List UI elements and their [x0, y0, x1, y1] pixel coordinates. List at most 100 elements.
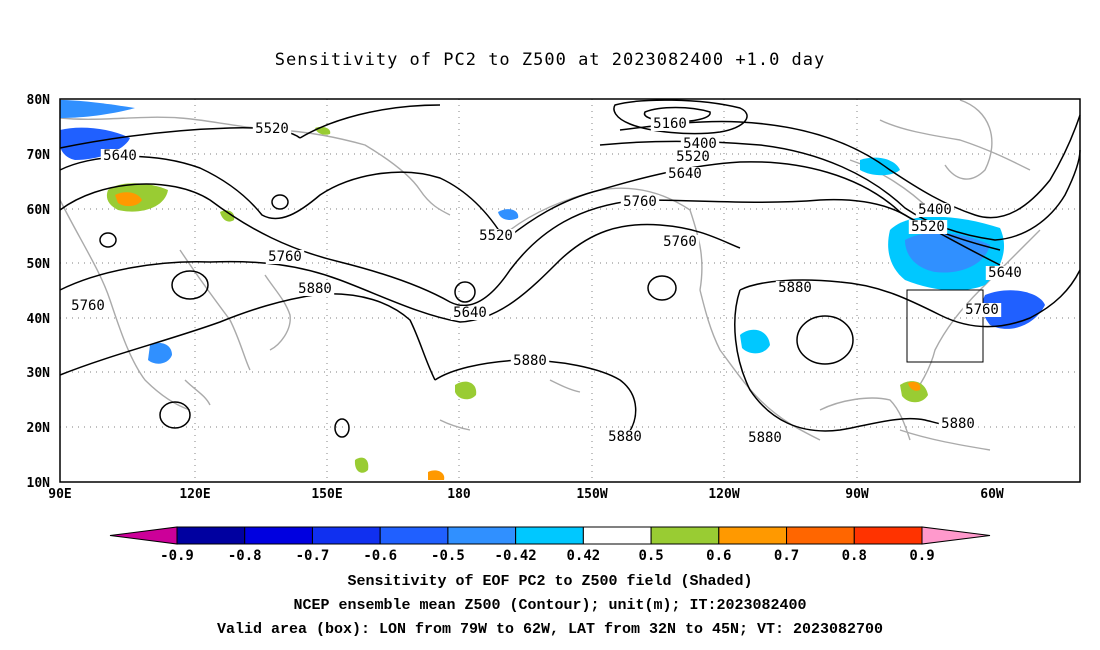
shade-pos-pacific-2: [354, 457, 369, 473]
colorbar-end-low: [109, 526, 178, 545]
contour-label-bg: [915, 203, 955, 217]
contour-label-bg: [605, 430, 645, 444]
lat-label: 10N: [27, 476, 51, 491]
contour-label: 5880: [941, 416, 975, 432]
footer-line-3: Valid area (box): LON from 79W to 62W, L…: [216, 621, 884, 638]
contour-label: 5880: [608, 429, 642, 445]
contour-label-bg: [252, 122, 292, 136]
contour-label-bg: [962, 303, 1002, 317]
colorbar-segment: [786, 526, 855, 545]
colorbar-label: -0.5: [431, 548, 465, 564]
colorbar-label: 0.7: [774, 548, 799, 564]
shade-pos-small-1: [220, 210, 235, 222]
shade-pos-pacific-1: [455, 381, 477, 400]
contour-small-2: [99, 232, 117, 248]
lon-label: 120E: [179, 487, 210, 502]
colorbar-label: -0.9: [160, 548, 194, 564]
colorbar-label: 0.5: [638, 548, 663, 564]
contour-5760-b: [59, 223, 741, 323]
longitude-labels: 90E 120E 150E 180 150W 120W 90W 60W: [48, 487, 1004, 502]
colorbar-segment: [311, 526, 381, 545]
contour-label: 5520: [911, 219, 945, 235]
lat-label: 50N: [27, 257, 51, 272]
shade-pos-caribbean-core: [908, 381, 921, 391]
contour-5640-a: [59, 155, 1001, 251]
colorbar-label: -0.7: [296, 548, 330, 564]
lat-label: 80N: [27, 93, 51, 108]
lon-label: 150E: [311, 487, 342, 502]
contour-5520-b: [299, 104, 441, 139]
colorbar-end-high: [921, 526, 991, 545]
colorbar-label: -0.8: [228, 548, 262, 564]
colorbar-segment: [650, 526, 720, 545]
contour-5880-c: [739, 269, 1081, 328]
colorbar-segment: [718, 526, 788, 545]
contour-label-bg: [68, 299, 108, 313]
shade-neg-westus: [740, 329, 770, 354]
contour-5880-b: [434, 359, 637, 439]
lat-label: 20N: [27, 421, 51, 436]
contour-label-bg: [908, 220, 948, 234]
colorbar-segment: [447, 526, 517, 545]
colorbar-segment: [244, 526, 313, 545]
contour-label-bg: [265, 250, 305, 264]
contour-label-bg: [985, 266, 1025, 280]
contour-5760-high: [647, 275, 677, 301]
contour-label: 5400: [918, 202, 952, 218]
contour-5160-low: [613, 99, 748, 135]
colorbar-segment: [176, 526, 246, 545]
colorbar-label: 0.9: [909, 548, 934, 564]
contour-small-1: [271, 194, 289, 210]
contour-label-bg: [650, 117, 690, 131]
valid-area-box: [906, 289, 984, 363]
colorbar: [109, 526, 991, 545]
contour-5760-asia: [171, 270, 209, 300]
shade-neg-east-2: [905, 232, 990, 273]
plot-title: Sensitivity of PC2 to Z500 at 2023082400…: [274, 50, 826, 70]
contour-label-bg: [620, 195, 660, 209]
contour-label-bg: [680, 137, 720, 151]
contour-label-bg: [660, 235, 700, 249]
contour-label: 5640: [453, 305, 487, 321]
shade-neg-philippines: [148, 342, 172, 364]
footer-line-1: Sensitivity of EOF PC2 to Z500 field (Sh…: [347, 573, 753, 590]
contour-label: 5640: [103, 148, 137, 164]
shade-neg-atlantic: [982, 290, 1045, 329]
contour-label: 5160: [653, 116, 687, 132]
colorbar-label: -0.42: [495, 548, 537, 564]
shade-pos-pacific-3: [428, 470, 445, 480]
lat-label: 30N: [27, 366, 51, 381]
contour-label: 5760: [965, 302, 999, 318]
contour-label: 5880: [513, 353, 547, 369]
contour-label: 5760: [268, 249, 302, 265]
contour-label: 5880: [778, 280, 812, 296]
contour-label-bg: [745, 431, 785, 445]
map-gridlines: [60, 99, 1080, 482]
contour-5640-cutoff: [454, 281, 476, 303]
colorbar-label: 0.6: [706, 548, 731, 564]
contour-small-4: [334, 418, 350, 438]
shade-neg-pacific: [498, 209, 519, 220]
contour-label: 5640: [668, 166, 702, 182]
lon-label: 120W: [708, 487, 739, 502]
contour-small-3: [159, 401, 191, 429]
contour-label-bg: [665, 167, 705, 181]
lon-label: 90W: [845, 487, 869, 502]
contour-label-bg: [476, 229, 516, 243]
colorbar-label: -0.6: [363, 548, 397, 564]
colorbar-labels: -0.9 -0.8 -0.7 -0.6 -0.5 -0.42 0.42 0.5 0.6 0.7 0.…: [160, 548, 935, 564]
map-frame: [59, 98, 1081, 483]
lat-label: 40N: [27, 312, 51, 327]
shade-neg-west-2: [60, 100, 135, 118]
latitude-labels: 80N 70N 60N 50N 40N 30N 20N 10N: [27, 93, 51, 491]
contour-5760-a: [59, 183, 1001, 307]
contour-label-bg: [450, 306, 490, 320]
colorbar-label: 0.42: [567, 548, 601, 564]
contour-label-bg: [775, 281, 815, 295]
contour-5400-a: [619, 114, 1081, 219]
contour-label-bg: [938, 417, 978, 431]
contour-label: 5760: [663, 234, 697, 250]
colorbar-segment: [582, 526, 652, 545]
